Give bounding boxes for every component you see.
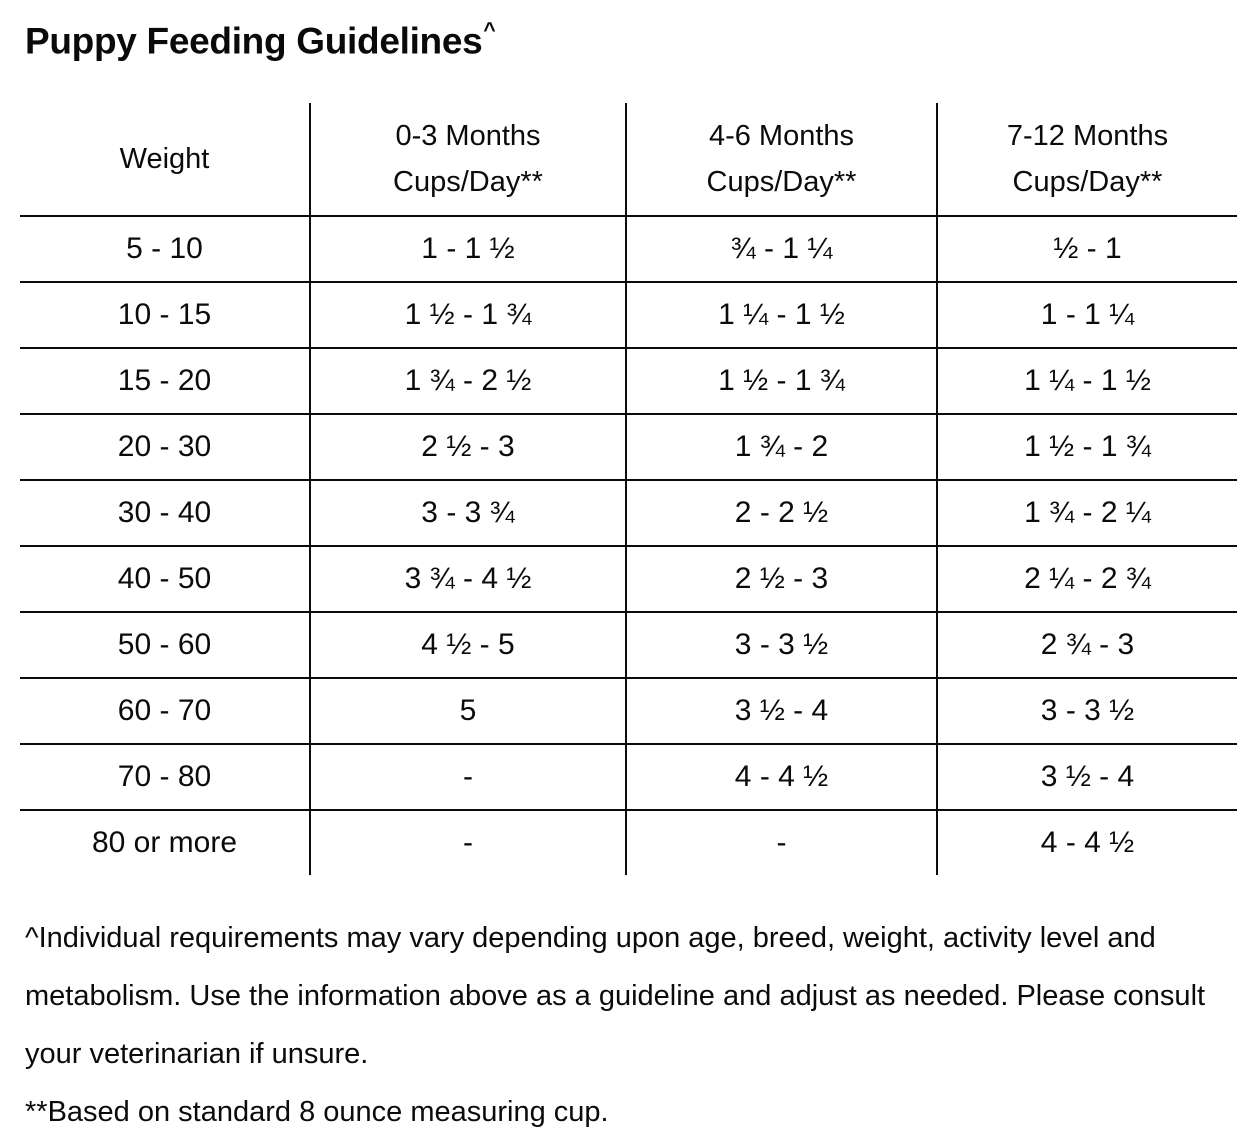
- weight-cell: 5 - 10: [20, 216, 310, 284]
- cups-per-day-cell: 2 ½ - 3: [625, 546, 937, 614]
- cups-per-day-cell: 2 ¾ - 3: [936, 612, 1237, 680]
- column-header-weight: Weight: [20, 103, 310, 218]
- table-row: 80 or more - -4 - 4 ½: [20, 810, 1237, 876]
- cups-per-day-cell: 1 ½ - 1 ¾: [625, 348, 937, 416]
- cups-per-day-cell: 2 - 2 ½: [625, 480, 937, 548]
- weight-cell: 80 or more: [91, 826, 238, 860]
- cups-per-day-cell: -: [309, 810, 626, 876]
- cups-per-day-cell: 3 ½ - 4: [936, 744, 1237, 812]
- column-header-4-6-months: 4-6 Months Cups/Day**: [625, 103, 937, 218]
- cups-per-day-cell: 1 ½ - 1 ¾: [309, 282, 626, 350]
- cups-per-day-cell: 3 ¾ - 4 ½: [309, 546, 626, 614]
- footnote-individual-requirements: ^Individual requirements may vary depend…: [25, 922, 1206, 1071]
- column-header-7-12-months: 7-12 Months Cups/Day**: [936, 103, 1237, 218]
- cups-per-day-cell: 3 - 3 ½: [936, 678, 1237, 746]
- cups-per-day-cell: 4 - 4 ½: [625, 744, 937, 812]
- cups-per-day-cell: -: [625, 810, 937, 876]
- cups-per-day-cell: 1 ¼ - 1 ½: [625, 282, 937, 350]
- cups-per-day-cell: -: [309, 744, 626, 812]
- weight-cell: 20 - 30: [20, 414, 310, 482]
- cups-per-day-cell: 1 ¾ - 2: [625, 414, 937, 482]
- cups-per-day-cell: 2 ½ - 3: [309, 414, 626, 482]
- cups-per-day-cell: 1 ¾ - 2 ½: [309, 348, 626, 416]
- weight-cell: 15 - 20: [20, 348, 310, 416]
- weight-cell: 30 - 40: [20, 480, 310, 548]
- cups-per-day-cell: 1 ½ - 1 ¾: [936, 414, 1237, 482]
- cups-per-day-cell: ¾ - 1 ¼: [625, 216, 937, 284]
- column-header-0-3-months: 0-3 Months Cups/Day**: [309, 103, 626, 218]
- weight-cell: 50 - 60: [20, 612, 310, 680]
- cups-per-day-cell: 1 ¼ - 1 ½: [936, 348, 1237, 416]
- cups-per-day-cell: 1 - 1 ½: [309, 216, 626, 284]
- weight-cell: 10 - 15: [20, 282, 310, 350]
- weight-cell: 70 - 80: [20, 744, 310, 812]
- cups-per-day-cell: 1 ¾ - 2 ¼: [936, 480, 1237, 548]
- cups-per-day-cell: 1 - 1 ¼: [936, 282, 1237, 350]
- title-superscript: ^: [483, 19, 496, 42]
- cups-per-day-cell: 4 - 4 ½: [936, 810, 1237, 876]
- cups-per-day-cell: 2 ¼ - 2 ¾: [936, 546, 1237, 614]
- cups-per-day-cell: 3 - 3 ½: [625, 612, 937, 680]
- cups-per-day-cell: 3 ½ - 4: [625, 678, 937, 746]
- feeding-guidelines-table: Weight 0-3 Months Cups/Day** 4-6 Months …: [20, 103, 1237, 876]
- weight-cell: 60 - 70: [20, 678, 310, 746]
- header-row: Weight 0-3 Months Cups/Day** 4-6 Months …: [20, 103, 1237, 218]
- footnotes: ^Individual requirements may vary depend…: [25, 909, 1236, 1141]
- page-title-text: Puppy Feeding Guidelines: [25, 20, 483, 62]
- cups-per-day-cell: 4 ½ - 5: [309, 612, 626, 680]
- cups-per-day-cell: 5: [309, 678, 626, 746]
- weight-cell: 40 - 50: [20, 546, 310, 614]
- page-title: Puppy Feeding Guidelines^: [25, 10, 1254, 65]
- cups-per-day-cell: 3 - 3 ¾: [309, 480, 626, 548]
- footnote-measuring-cup: **Based on standard 8 ounce measuring cu…: [25, 1096, 609, 1129]
- cups-per-day-cell: ½ - 1: [936, 216, 1237, 284]
